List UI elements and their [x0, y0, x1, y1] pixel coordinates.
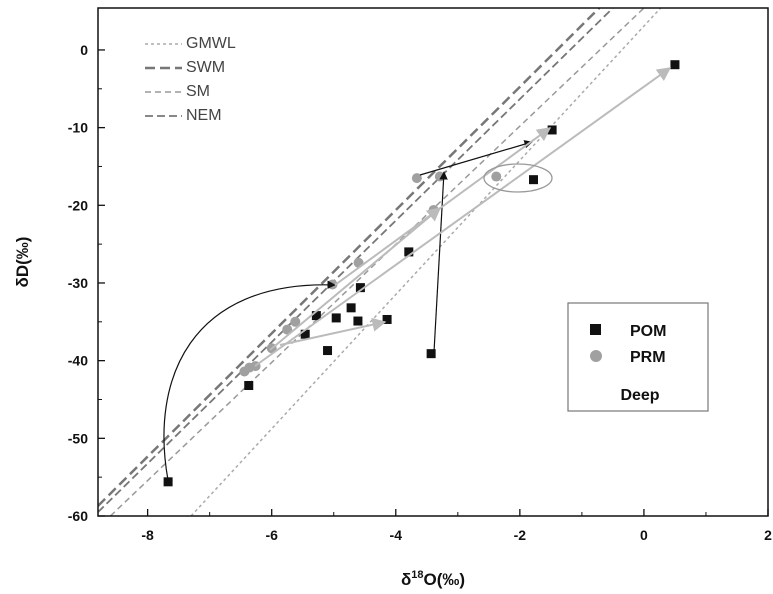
legend-box: [567, 302, 709, 412]
point: [300, 329, 310, 339]
x-tick-label: -2: [514, 527, 527, 543]
point: [670, 60, 680, 70]
arrow: [279, 317, 387, 346]
point: [426, 349, 436, 359]
x-axis-label: δ18O(‰): [401, 569, 465, 589]
y-tick-label: -20: [68, 197, 88, 213]
legend-label: GMWL: [186, 35, 236, 52]
arrow: [254, 67, 672, 367]
x-tick-label: -8: [141, 527, 154, 543]
y-tick-label: -40: [68, 353, 88, 369]
arrow: [269, 207, 442, 351]
point: [290, 316, 301, 327]
x-tick-label: 2: [764, 527, 772, 543]
y-axis-label: δD(‰): [13, 237, 32, 288]
point: [311, 311, 321, 321]
y-tick-label: -30: [68, 275, 88, 291]
point: [355, 283, 365, 293]
reference-line: [190, 8, 662, 516]
arrow: [163, 280, 336, 481]
point: [244, 381, 254, 391]
x-tick-label: -4: [390, 527, 403, 543]
arrow: [334, 127, 552, 286]
x-axis-label-part: O(‰): [424, 570, 466, 589]
x-tick-label: -6: [265, 527, 278, 543]
annotations: [163, 67, 709, 481]
legend-label: PRM: [630, 349, 666, 366]
point: [346, 303, 356, 313]
highlight-ellipse: [483, 163, 553, 193]
x-axis-label-part: δ: [401, 570, 411, 589]
point: [411, 173, 422, 184]
point: [282, 324, 293, 335]
reference-line: [109, 8, 645, 516]
legend-marker: [590, 350, 602, 362]
legend-label: POM: [630, 323, 666, 340]
arrow: [419, 140, 533, 176]
legend-label: SM: [186, 83, 210, 100]
point: [547, 125, 557, 135]
x-tick-label: 0: [640, 527, 648, 543]
legend-marker: [590, 324, 601, 335]
y-tick-label: -60: [68, 508, 88, 524]
y-tick-label: -10: [68, 120, 88, 136]
arrow: [433, 171, 448, 353]
point: [529, 175, 538, 185]
point: [353, 316, 363, 326]
point: [404, 247, 414, 257]
y-tick-label: -50: [68, 430, 88, 446]
y-tick-label: 0: [80, 42, 88, 58]
point: [382, 314, 392, 324]
point: [163, 477, 173, 487]
reference-line: [98, 8, 601, 507]
plot-frame: [97, 7, 769, 517]
x-axis-label-part: 18: [411, 569, 423, 581]
legend-label: SWM: [186, 59, 225, 76]
legend-label: NEM: [186, 107, 222, 124]
point: [323, 346, 333, 356]
point: [331, 313, 341, 323]
point: [491, 171, 502, 182]
legend-note: Deep: [620, 387, 659, 404]
